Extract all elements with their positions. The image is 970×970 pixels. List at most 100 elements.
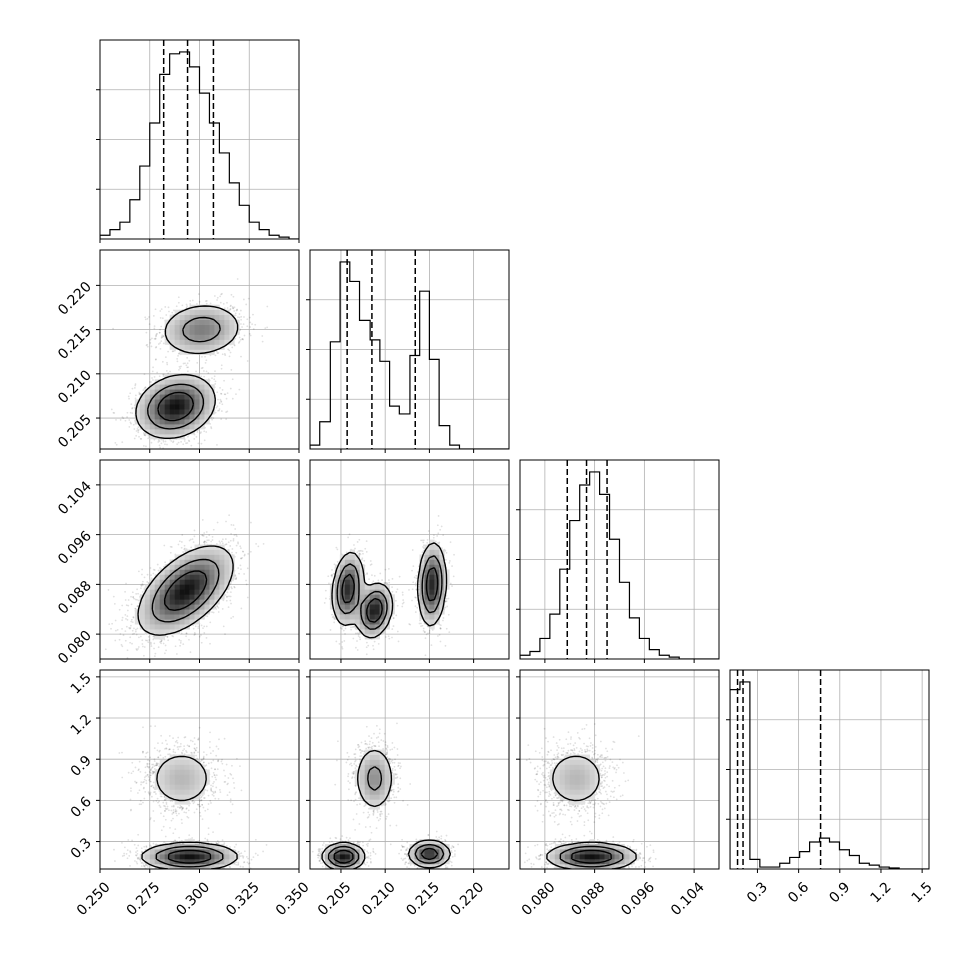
sample-point (205, 302, 208, 305)
sample-point (192, 624, 194, 627)
sample-point (155, 358, 157, 361)
sample-point (156, 563, 159, 566)
density-cell (144, 404, 151, 410)
density-cell (164, 379, 170, 385)
sample-point (203, 540, 206, 543)
sample-point (160, 340, 163, 343)
density-cell (134, 404, 141, 410)
sample-point (241, 326, 243, 328)
density-cell (194, 339, 200, 345)
histogram-step (310, 261, 509, 449)
density-cell (229, 314, 235, 320)
sample-point (209, 621, 212, 624)
sample-point (121, 627, 123, 630)
sample-point (185, 632, 188, 635)
sample-point (181, 534, 184, 536)
sample-point (243, 573, 246, 575)
density-cell (184, 374, 190, 380)
sample-point (234, 574, 237, 577)
sample-point (144, 316, 147, 319)
sample-point (226, 410, 229, 413)
sample-point (234, 314, 237, 317)
density-cell (214, 344, 220, 350)
density-cell (144, 394, 151, 400)
sample-point (229, 305, 232, 308)
sample-point (137, 428, 140, 431)
sample-point (141, 573, 143, 576)
density-cell (189, 329, 195, 335)
density-cell (199, 349, 205, 355)
sample-point (255, 542, 258, 545)
density-cell (174, 339, 180, 345)
sample-point (215, 542, 218, 545)
sample-point (238, 336, 241, 339)
sample-point (236, 309, 238, 311)
sample-point (212, 528, 215, 531)
sample-point (205, 541, 208, 544)
sample-point (220, 392, 222, 395)
density-cell (159, 404, 165, 410)
density-cell (179, 399, 185, 405)
sample-point (205, 625, 208, 628)
sample-point (217, 611, 220, 613)
sample-point (128, 425, 131, 428)
sample-point (226, 307, 229, 309)
density-cell (179, 414, 185, 420)
density-cell (154, 419, 160, 425)
sample-point (176, 360, 179, 363)
sample-point (228, 355, 231, 358)
sample-point (135, 628, 137, 631)
density-cell (159, 394, 165, 400)
sample-point (144, 386, 147, 389)
density-cell (174, 334, 180, 340)
sample-point (114, 619, 117, 622)
density-cell (144, 419, 151, 425)
density-cell (184, 339, 190, 345)
sample-point (113, 412, 116, 414)
density-cell (189, 349, 195, 355)
sample-point (172, 441, 174, 444)
density-cell (224, 314, 230, 320)
density-cell (164, 324, 170, 330)
density-cell (149, 384, 156, 390)
sample-point (201, 366, 204, 369)
hist-panel-2 (306, 249, 510, 453)
sample-point (149, 338, 152, 341)
sample-point (185, 632, 188, 635)
density-cell (219, 329, 225, 335)
density-cell (194, 309, 200, 315)
sample-point (161, 317, 164, 320)
sample-point (247, 297, 250, 300)
sample-point (153, 637, 156, 640)
density-cell (164, 394, 170, 400)
density-cell (174, 434, 180, 440)
sample-point (195, 435, 198, 438)
sample-point (189, 538, 192, 541)
density-cell (214, 339, 220, 345)
density-cell (179, 389, 185, 395)
sample-point (195, 370, 197, 373)
sample-point (211, 611, 213, 614)
sample-point (145, 331, 148, 334)
sample-point (151, 370, 154, 373)
sample-point (124, 630, 127, 633)
density-cell (154, 429, 160, 435)
sample-point (218, 402, 221, 404)
sample-point (170, 440, 173, 442)
density-cell (194, 389, 200, 395)
sample-point (140, 585, 143, 587)
sample-point (124, 590, 126, 593)
sample-point (246, 325, 249, 328)
density-cell (199, 344, 205, 350)
sample-point (134, 630, 137, 633)
sample-point (213, 378, 216, 381)
sample-point (151, 450, 153, 452)
sample-point (216, 299, 218, 301)
sample-point (233, 585, 236, 588)
density-cell (139, 419, 146, 425)
sample-point (249, 321, 252, 324)
sample-point (231, 306, 234, 308)
density-cell (144, 399, 151, 405)
density-cell (169, 409, 175, 415)
sample-point (159, 641, 162, 643)
